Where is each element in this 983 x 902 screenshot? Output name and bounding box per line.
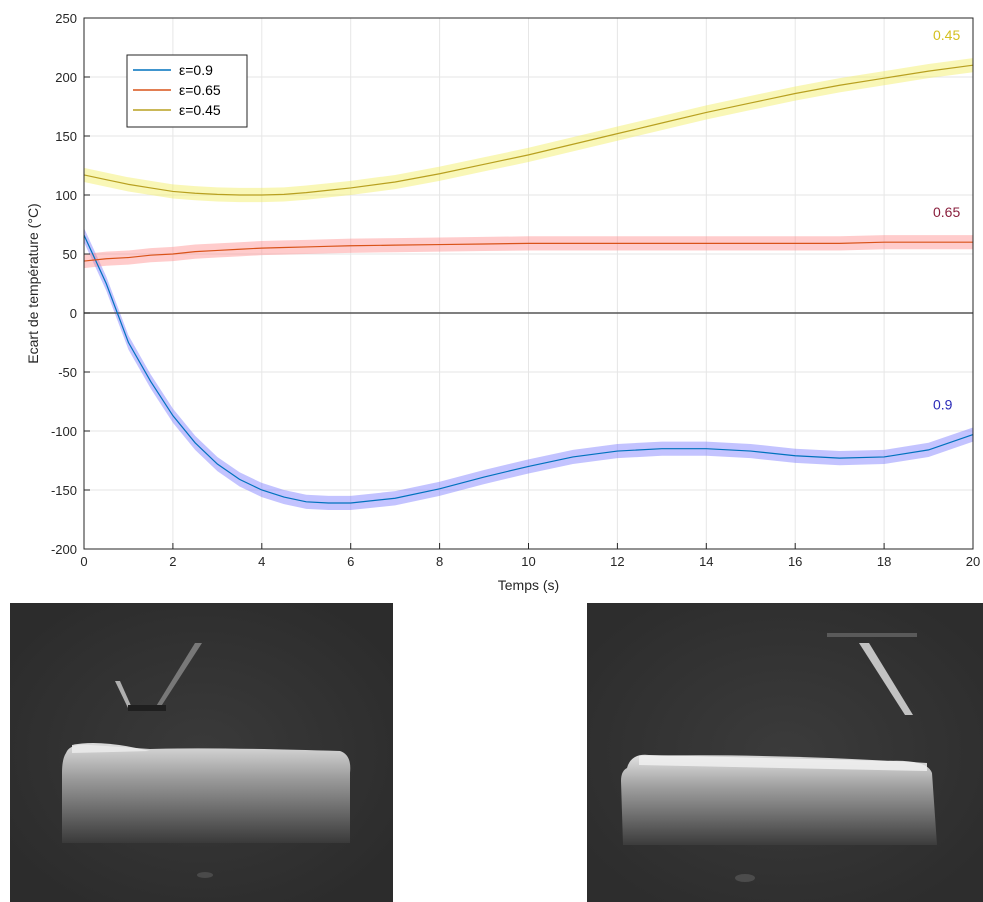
x-tick-label: 18 [877,554,891,569]
y-tick-label: 100 [55,188,77,203]
line-series-1 [83,234,974,504]
y-tick-labels: -200 -150 -100 -50 0 50 100 150 200 250 [51,11,90,557]
x-tick-label: 6 [347,554,354,569]
y-tick-label: 150 [55,129,77,144]
series-lines [83,64,974,504]
legend: ε=0.9 ε=0.65 ε=0.45 [126,54,248,128]
y-tick-label: 250 [55,11,77,26]
x-tick-label: 8 [436,554,443,569]
y-tick-label: 200 [55,70,77,85]
y-tick-label: -100 [51,424,77,439]
x-tick-label: 4 [258,554,265,569]
y-tick-label: -200 [51,542,77,557]
x-axis-label: Temps (s) [498,577,559,593]
x-tick-label: 16 [788,554,802,569]
x-tick-labels: 0 2 4 6 8 10 12 14 16 18 20 [80,543,980,569]
x-tick-label: 2 [169,554,176,569]
x-tick-label: 0 [80,554,87,569]
x-tick-label: 20 [966,554,980,569]
end-label-series-3: 0.45 [933,27,960,43]
y-tick-label: 0 [70,306,77,321]
y-tick-label: -150 [51,483,77,498]
x-tick-label: 10 [521,554,535,569]
left-frame-image [10,603,393,902]
legend-entry-1: ε=0.9 [179,62,213,78]
band-series-3 [84,58,973,203]
y-tick-label: -50 [58,365,77,380]
temperature-chart: 0 2 4 6 8 10 12 14 16 18 20 -200 -150 -100 -50 0 50 100 1… [25,11,980,593]
line-series-2 [83,241,973,262]
right-frame-image [587,603,983,902]
legend-entry-2: ε=0.65 [179,82,221,98]
line-series-3 [83,64,974,196]
x-tick-label: 12 [610,554,624,569]
end-label-series-2: 0.65 [933,204,960,220]
y-axis-label: Ecart de température (°C) [25,203,41,363]
end-label-series-1: 0.9 [933,397,953,413]
x-tick-label: 14 [699,554,713,569]
series-end-labels: 0.9 0.65 0.45 [933,27,960,412]
y-tick-label: 50 [63,247,77,262]
legend-box [126,54,248,128]
legend-entry-3: ε=0.45 [179,102,221,118]
